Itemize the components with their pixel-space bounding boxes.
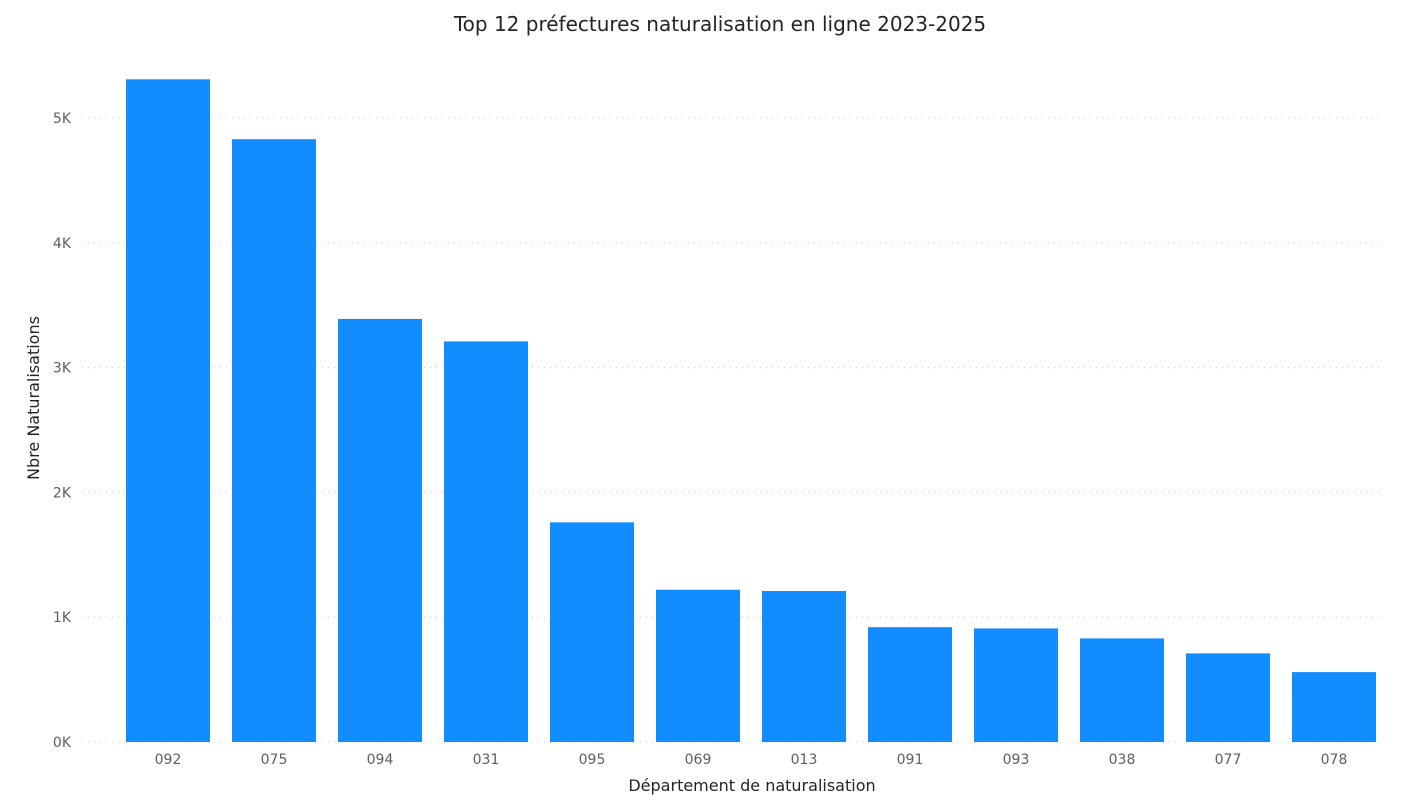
bar-094[interactable] bbox=[338, 318, 422, 742]
bar-077[interactable] bbox=[1186, 653, 1270, 742]
y-axis-title: Nbre Naturalisations bbox=[24, 316, 43, 480]
x-tick-label: 078 bbox=[1321, 752, 1348, 768]
x-tick-label: 069 bbox=[685, 752, 712, 768]
bar-078[interactable] bbox=[1292, 672, 1376, 742]
y-tick-label: 2K bbox=[53, 485, 72, 501]
y-tick-label: 0K bbox=[53, 735, 72, 751]
bar-038[interactable] bbox=[1080, 638, 1164, 742]
y-tick-label: 3K bbox=[53, 361, 72, 377]
x-axis-ticks: 092 075 094 031 095 069 013 091 093 038 077 078 bbox=[155, 752, 1348, 768]
chart-title: Top 12 préfectures naturalisation en lig… bbox=[453, 12, 986, 36]
y-tick-label: 1K bbox=[53, 610, 72, 626]
bar-093[interactable] bbox=[974, 628, 1058, 742]
bar-031[interactable] bbox=[444, 341, 528, 742]
x-tick-label: 031 bbox=[473, 752, 500, 768]
y-tick-label: 5K bbox=[53, 111, 72, 127]
x-tick-label: 092 bbox=[155, 752, 182, 768]
x-tick-label: 075 bbox=[261, 752, 288, 768]
bar-013[interactable] bbox=[762, 590, 846, 742]
bar-091[interactable] bbox=[868, 627, 952, 742]
x-axis-title: Département de naturalisation bbox=[628, 776, 875, 795]
x-tick-label: 091 bbox=[897, 752, 924, 768]
y-axis-ticks: 0K 1K 2K 3K 4K 5K bbox=[53, 111, 72, 751]
x-tick-label: 093 bbox=[1003, 752, 1030, 768]
bar-069[interactable] bbox=[656, 589, 740, 742]
x-tick-label: 077 bbox=[1215, 752, 1242, 768]
x-tick-label: 013 bbox=[791, 752, 818, 768]
x-tick-label: 038 bbox=[1109, 752, 1136, 768]
x-tick-label: 095 bbox=[579, 752, 606, 768]
bar-092[interactable] bbox=[126, 79, 210, 742]
y-tick-label: 4K bbox=[53, 236, 72, 252]
bar-095[interactable] bbox=[550, 522, 634, 742]
x-tick-label: 094 bbox=[367, 752, 394, 768]
bars bbox=[126, 79, 1376, 742]
bar-075[interactable] bbox=[232, 139, 316, 742]
